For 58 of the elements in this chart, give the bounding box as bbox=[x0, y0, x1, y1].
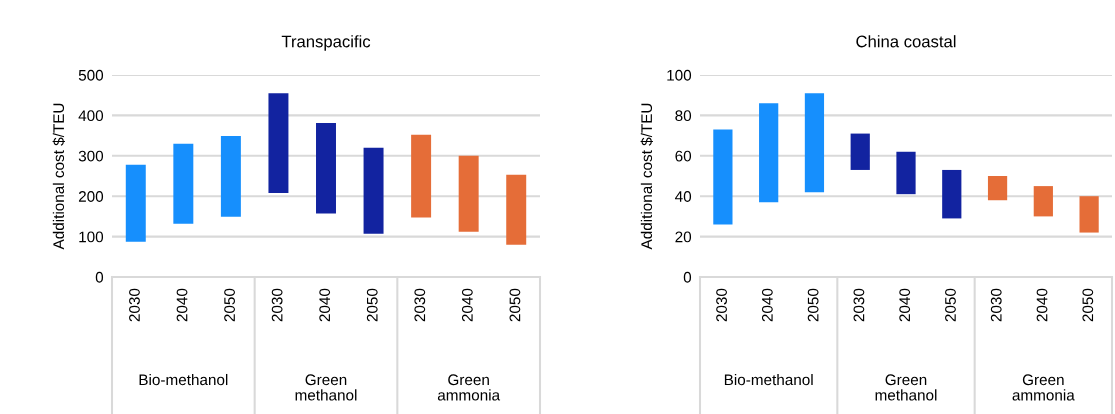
text: Green ammonia bbox=[437, 374, 501, 401]
x-tick-label: 2050 bbox=[224, 288, 235, 322]
text: Green ammonia bbox=[1012, 374, 1075, 401]
text: Green methanol bbox=[875, 374, 937, 401]
x-tick-label: 2030 bbox=[853, 288, 865, 322]
y-tick-label: 300 bbox=[78, 150, 104, 162]
text: Bio-methanol bbox=[139, 373, 228, 386]
text: Bio-methanol bbox=[724, 373, 813, 386]
x-tick-label: 2030 bbox=[990, 288, 1002, 322]
x-tick-label: 2040 bbox=[1036, 288, 1048, 322]
x-tick-label: 2040 bbox=[319, 288, 331, 322]
bar bbox=[1079, 196, 1099, 233]
x-tick-label: 2050 bbox=[1082, 288, 1094, 322]
bar bbox=[896, 151, 916, 195]
bar bbox=[125, 164, 146, 242]
chart-title: Transpacific bbox=[281, 35, 371, 51]
bar bbox=[759, 103, 779, 203]
bar bbox=[220, 136, 241, 217]
bar bbox=[173, 143, 194, 224]
y-tick-label: 0 bbox=[683, 271, 692, 283]
x-tick-label: 2030 bbox=[271, 288, 283, 322]
y-axis-title: Additional cost $/TEU bbox=[640, 103, 653, 250]
x-tick-label: 2040 bbox=[461, 288, 473, 322]
bar bbox=[268, 93, 289, 193]
x-tick-label: 2040 bbox=[761, 288, 773, 322]
x-tick-label: 2040 bbox=[176, 288, 188, 322]
x-tick-label: 2050 bbox=[945, 288, 956, 322]
x-tick-label: 2040 bbox=[899, 288, 911, 322]
x-tick-label: 2030 bbox=[129, 288, 140, 322]
y-tick-label: 500 bbox=[78, 69, 104, 81]
y-tick-label: 60 bbox=[675, 150, 692, 162]
y-tick-label: 400 bbox=[78, 110, 104, 122]
bar bbox=[411, 134, 432, 218]
y-tick-label: 20 bbox=[675, 231, 692, 243]
bar bbox=[363, 147, 384, 234]
bar bbox=[316, 123, 336, 214]
y-tick-label: 100 bbox=[79, 231, 104, 243]
bar bbox=[1033, 186, 1053, 217]
y-tick-label: 80 bbox=[675, 110, 692, 122]
bar bbox=[987, 176, 1008, 201]
bar bbox=[942, 169, 962, 219]
bar bbox=[713, 129, 733, 225]
x-tick-label: 2050 bbox=[807, 288, 819, 322]
bar bbox=[850, 133, 870, 170]
x-tick-label: 2050 bbox=[366, 288, 378, 322]
x-tick-label: 2050 bbox=[509, 288, 521, 322]
y-tick-label: 200 bbox=[78, 191, 104, 202]
x-tick-label: 2030 bbox=[716, 288, 727, 322]
bar bbox=[458, 155, 479, 232]
y-axis-title: Additional cost $/TEU bbox=[52, 103, 65, 250]
y-tick-label: 40 bbox=[675, 191, 692, 202]
text: Green methanol bbox=[295, 374, 357, 401]
y-tick-label: 100 bbox=[667, 69, 692, 81]
chart-title: China coastal bbox=[856, 35, 956, 48]
x-tick-label: 2030 bbox=[414, 288, 426, 322]
bar bbox=[506, 174, 527, 245]
y-tick-label: 0 bbox=[95, 271, 104, 283]
bar bbox=[804, 93, 825, 193]
